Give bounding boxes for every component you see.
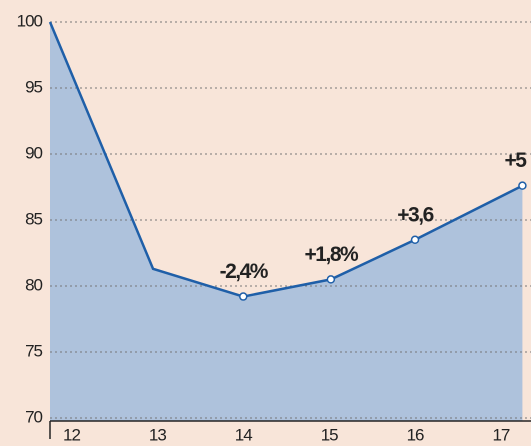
x-tick-label: 16 <box>407 425 424 444</box>
point-marker <box>518 181 527 190</box>
x-tick-label: 12 <box>63 425 80 444</box>
point-label: +1,8% <box>305 243 359 266</box>
x-tick-label: 17 <box>492 425 509 444</box>
x-tick-label: 13 <box>149 425 166 444</box>
y-tick-label: 90 <box>25 143 42 162</box>
y-tick-label: 85 <box>25 209 42 228</box>
y-tick-label: 70 <box>25 407 42 426</box>
y-tick-label: 75 <box>25 341 42 360</box>
y-tick-label: 95 <box>25 77 42 96</box>
point-label: -2,4% <box>220 260 269 283</box>
line <box>48 21 523 298</box>
y-tick-label: 80 <box>25 275 42 294</box>
point-label: +3,6 <box>397 203 433 226</box>
x-tick-label: 14 <box>235 425 252 444</box>
y-tick-label: 100 <box>17 11 43 30</box>
x-tick-label: 15 <box>321 425 338 444</box>
point-marker <box>326 275 336 284</box>
area-fill <box>50 22 523 421</box>
point-marker <box>239 292 248 301</box>
point-marker <box>410 235 420 245</box>
point-label: +5 <box>505 149 528 172</box>
